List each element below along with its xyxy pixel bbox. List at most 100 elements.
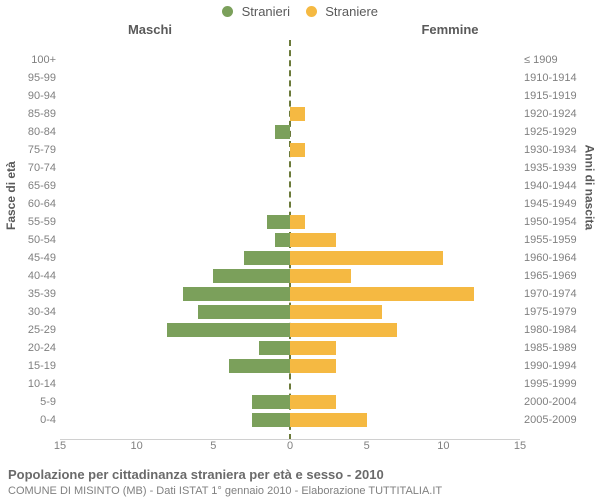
bar-male: [275, 125, 290, 139]
bar-male: [213, 269, 290, 283]
bar-male: [275, 233, 290, 247]
bar-male: [167, 323, 290, 337]
age-label: 30-34: [12, 303, 56, 321]
age-label: 60-64: [12, 195, 56, 213]
bar-male: [252, 395, 290, 409]
age-label: 75-79: [12, 141, 56, 159]
bar-male: [252, 413, 290, 427]
birth-year-label: 2005-2009: [524, 411, 588, 429]
age-label: 20-24: [12, 339, 56, 357]
header-female: Femmine: [300, 22, 600, 37]
birth-year-label: 1910-1914: [524, 69, 588, 87]
bar-female: [290, 395, 336, 409]
legend-item-female: Straniere: [306, 4, 378, 19]
bar-male: [229, 359, 290, 373]
birth-year-label: 1945-1949: [524, 195, 588, 213]
age-label: 70-74: [12, 159, 56, 177]
pyramid-row: 55-591950-1954: [60, 213, 520, 231]
age-label: 40-44: [12, 267, 56, 285]
bar-male: [244, 251, 290, 265]
bar-female: [290, 107, 305, 121]
pyramid-row: 70-741935-1939: [60, 159, 520, 177]
bar-female: [290, 215, 305, 229]
header-male: Maschi: [0, 22, 300, 37]
legend-label-male: Stranieri: [242, 4, 290, 19]
pyramid-row: 40-441965-1969: [60, 267, 520, 285]
birth-year-label: 1975-1979: [524, 303, 588, 321]
bar-female: [290, 359, 336, 373]
x-tick: 0: [287, 440, 293, 452]
legend-label-female: Straniere: [325, 4, 378, 19]
birth-year-label: 1940-1944: [524, 177, 588, 195]
pyramid-row: 30-341975-1979: [60, 303, 520, 321]
pyramid-row: 15-191990-1994: [60, 357, 520, 375]
legend-swatch-female: [306, 6, 317, 17]
bar-female: [290, 251, 443, 265]
bar-male: [267, 215, 290, 229]
bar-male: [183, 287, 290, 301]
bar-female: [290, 269, 351, 283]
birth-year-label: 1930-1934: [524, 141, 588, 159]
legend: Stranieri Straniere: [0, 4, 600, 19]
population-pyramid-chart: Stranieri Straniere Maschi Femmine Fasce…: [0, 0, 600, 500]
pyramid-row: 65-691940-1944: [60, 177, 520, 195]
birth-year-label: 1965-1969: [524, 267, 588, 285]
pyramid-row: 35-391970-1974: [60, 285, 520, 303]
pyramid-row: 100+≤ 1909: [60, 51, 520, 69]
bar-male: [259, 341, 290, 355]
birth-year-label: 1985-1989: [524, 339, 588, 357]
age-label: 25-29: [12, 321, 56, 339]
birth-year-label: 1925-1929: [524, 123, 588, 141]
age-label: 80-84: [12, 123, 56, 141]
pyramid-row: 20-241985-1989: [60, 339, 520, 357]
age-label: 55-59: [12, 213, 56, 231]
bar-female: [290, 305, 382, 319]
legend-item-male: Stranieri: [222, 4, 290, 19]
birth-year-label: 1955-1959: [524, 231, 588, 249]
age-label: 85-89: [12, 105, 56, 123]
x-tick: 10: [437, 440, 449, 452]
bar-female: [290, 143, 305, 157]
age-label: 10-14: [12, 375, 56, 393]
age-label: 100+: [12, 51, 56, 69]
age-label: 50-54: [12, 231, 56, 249]
age-label: 90-94: [12, 87, 56, 105]
pyramid-row: 95-991910-1914: [60, 69, 520, 87]
birth-year-label: 1920-1924: [524, 105, 588, 123]
age-label: 5-9: [12, 393, 56, 411]
pyramid-row: 80-841925-1929: [60, 123, 520, 141]
birth-year-label: 1915-1919: [524, 87, 588, 105]
pyramid-row: 90-941915-1919: [60, 87, 520, 105]
birth-year-label: 1990-1994: [524, 357, 588, 375]
birth-year-label: ≤ 1909: [524, 51, 588, 69]
birth-year-label: 1970-1974: [524, 285, 588, 303]
legend-swatch-male: [222, 6, 233, 17]
chart-subtitle: COMUNE DI MISINTO (MB) - Dati ISTAT 1° g…: [8, 485, 442, 497]
chart-title: Popolazione per cittadinanza straniera p…: [8, 467, 384, 482]
birth-year-label: 1995-1999: [524, 375, 588, 393]
age-label: 65-69: [12, 177, 56, 195]
age-label: 95-99: [12, 69, 56, 87]
age-label: 45-49: [12, 249, 56, 267]
age-label: 15-19: [12, 357, 56, 375]
plot-area: 100+≤ 190995-991910-191490-941915-191985…: [60, 40, 520, 440]
pyramid-row: 25-291980-1984: [60, 321, 520, 339]
birth-year-label: 1980-1984: [524, 321, 588, 339]
pyramid-row: 0-42005-2009: [60, 411, 520, 429]
pyramid-row: 10-141995-1999: [60, 375, 520, 393]
x-tick: 5: [210, 440, 216, 452]
age-label: 35-39: [12, 285, 56, 303]
x-tick: 10: [131, 440, 143, 452]
x-axis: 15105051015: [60, 440, 520, 454]
pyramid-row: 85-891920-1924: [60, 105, 520, 123]
age-label: 0-4: [12, 411, 56, 429]
birth-year-label: 1960-1964: [524, 249, 588, 267]
x-tick: 15: [54, 440, 66, 452]
bar-female: [290, 287, 474, 301]
pyramid-row: 45-491960-1964: [60, 249, 520, 267]
birth-year-label: 1935-1939: [524, 159, 588, 177]
bar-female: [290, 341, 336, 355]
x-tick: 5: [364, 440, 370, 452]
bar-female: [290, 323, 397, 337]
birth-year-label: 1950-1954: [524, 213, 588, 231]
